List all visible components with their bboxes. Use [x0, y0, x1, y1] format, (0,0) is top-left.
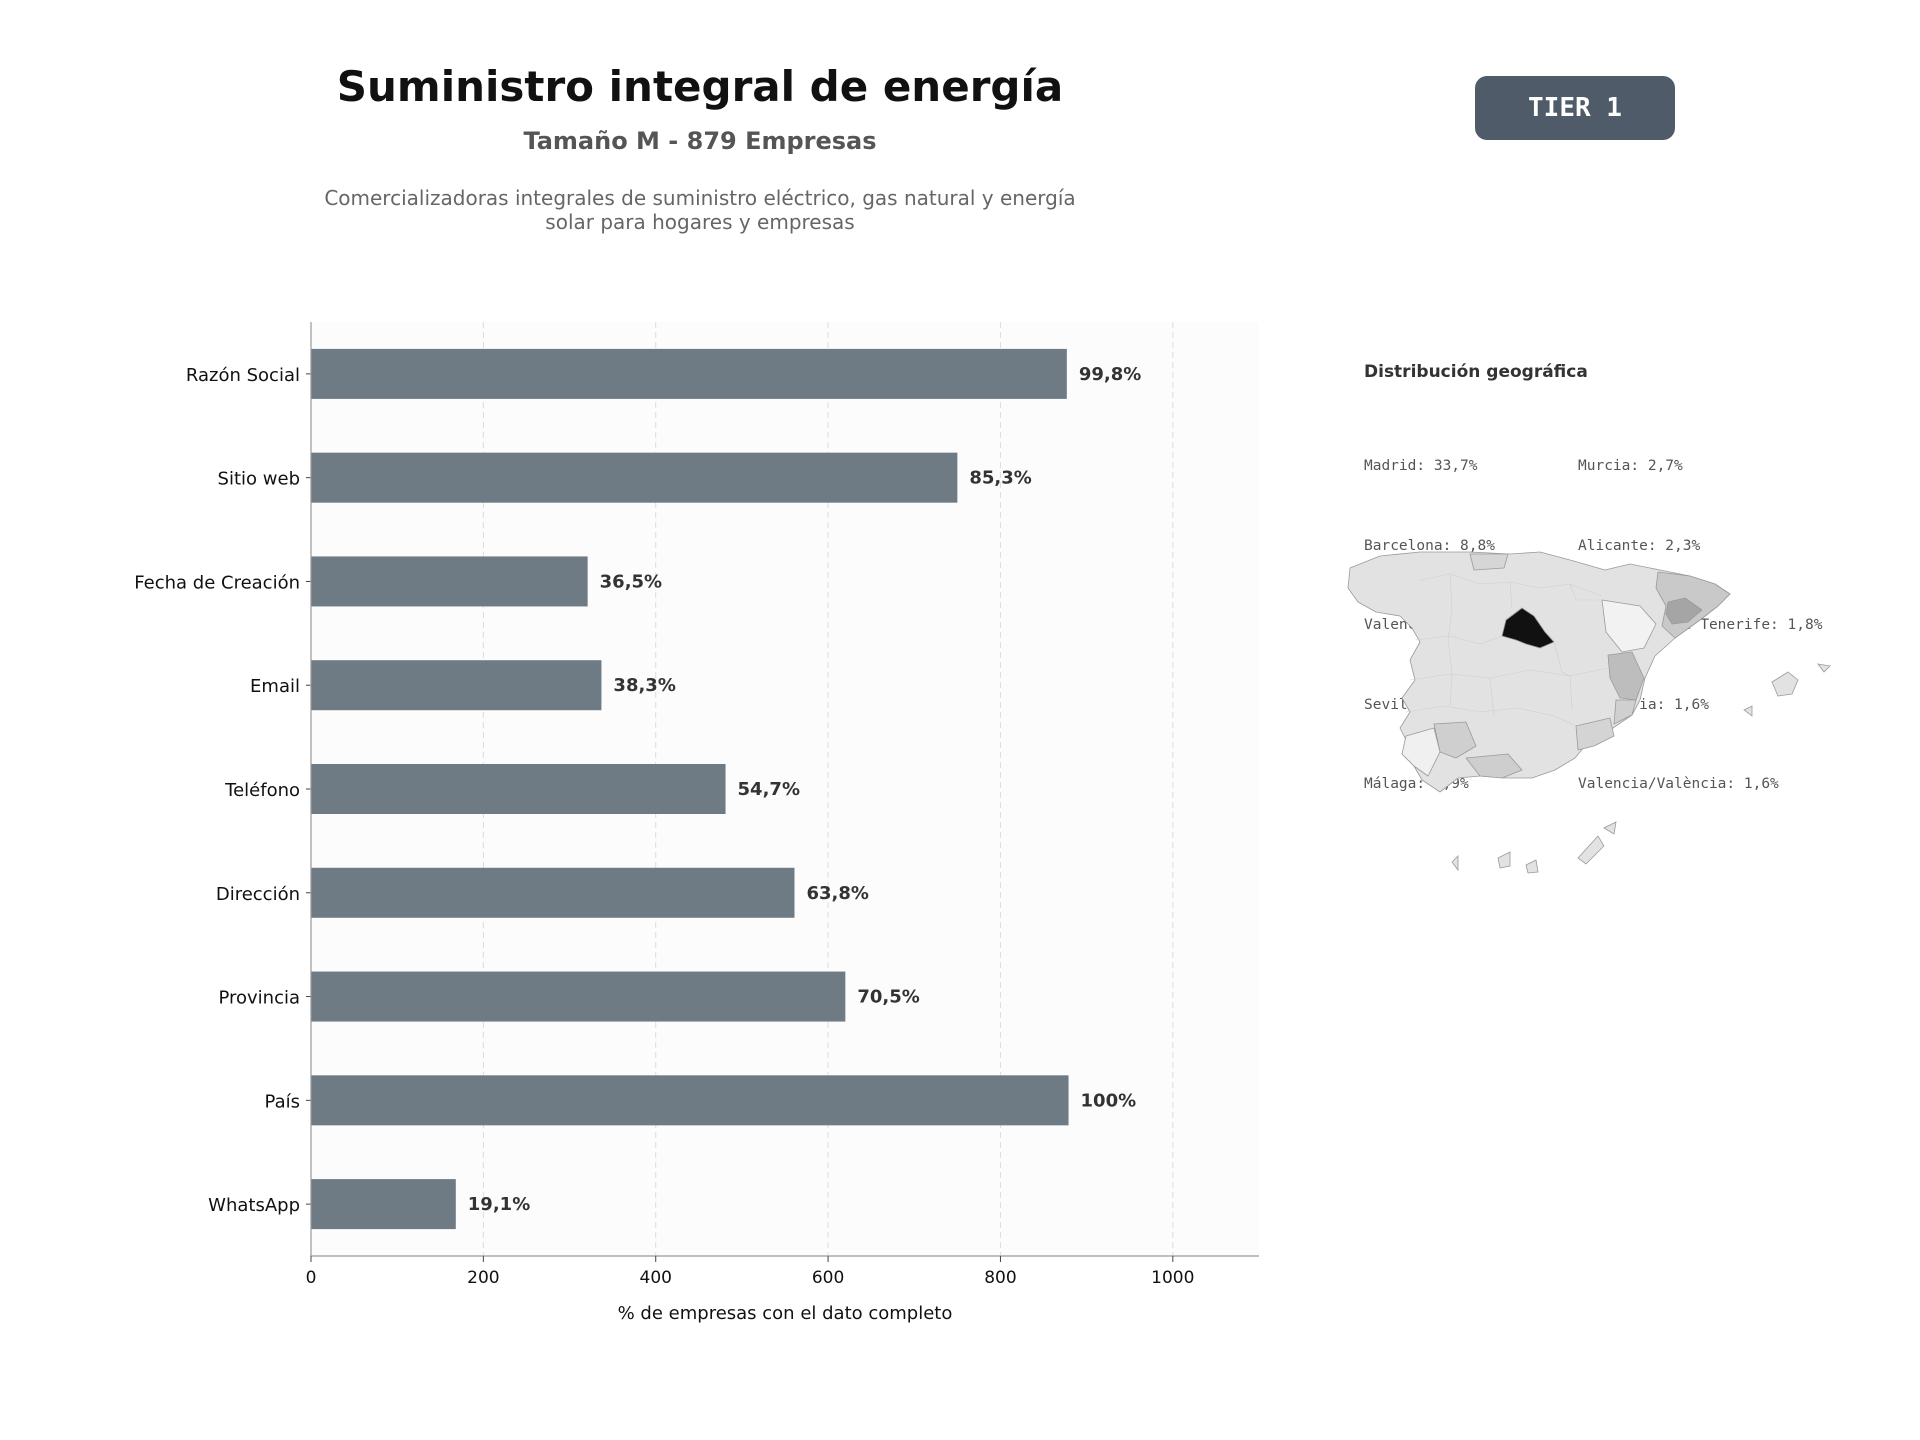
geo-item: Barcelona: 8,8% [1364, 537, 1495, 554]
spain-choropleth-map [1347, 551, 1831, 874]
data-label: 70,5% [857, 987, 919, 1008]
map-canary-lanzarote [1603, 821, 1617, 835]
bar [311, 867, 795, 918]
page-subtitle: Tamaño M - 879 Empresas [523, 127, 877, 155]
category-label: Dirección [216, 884, 300, 905]
map-region-barcelona [1665, 597, 1703, 625]
data-label: 54,7% [738, 779, 800, 800]
data-label: 99,8% [1079, 364, 1141, 385]
map-canary-la-palma [1451, 855, 1459, 872]
category-label: Sitio web [218, 469, 300, 490]
map-canary-tenerife [1497, 851, 1511, 869]
x-tick-label: 200 [467, 1268, 499, 1288]
bar [311, 1179, 456, 1230]
category-label: Teléfono [224, 780, 300, 801]
geo-item: Madrid: 33,7% [1364, 458, 1478, 474]
map-region-aragon [1601, 599, 1657, 653]
map-canary-gran-canaria [1525, 859, 1539, 874]
map-region-murcia [1575, 717, 1615, 751]
geo-distribution-title: Distribución geográfica [1364, 362, 1588, 382]
category-label: Fecha de Creación [134, 572, 300, 593]
x-tick-label: 800 [984, 1268, 1016, 1288]
category-label: Email [250, 676, 300, 697]
bar [311, 1075, 1069, 1126]
category-label: Provincia [218, 988, 300, 1009]
map-balearic-ibiza [1743, 705, 1753, 717]
bar [311, 556, 588, 607]
category-label: Razón Social [186, 365, 300, 386]
geo-item: Murcia: 2,7% [1578, 458, 1683, 474]
bar [311, 764, 726, 814]
data-label: 63,8% [806, 883, 868, 904]
bar [311, 452, 958, 503]
page-description: Comercializadoras integrales de suminist… [324, 186, 1076, 234]
map-balearic-mallorca [1771, 671, 1799, 697]
data-label: 36,5% [600, 571, 662, 592]
map-region-cantabria [1469, 553, 1509, 571]
data-label: 38,3% [613, 675, 675, 696]
map-canary-fuerteventura [1577, 835, 1605, 865]
tier-badge: TIER 1 [1475, 76, 1675, 140]
category-label: WhatsApp [208, 1195, 300, 1216]
data-label: 19,1% [468, 1194, 530, 1215]
x-axis-label: % de empresas con el dato completo [618, 1303, 953, 1324]
x-tick-label: 600 [812, 1268, 844, 1288]
page-title: Suministro integral de energía [336, 62, 1064, 111]
x-tick-label: 400 [640, 1268, 672, 1288]
map-balearic-menorca [1817, 663, 1831, 673]
data-label: 100% [1081, 1090, 1137, 1111]
map-region-alicante [1613, 699, 1637, 725]
x-tick-label: 0 [306, 1268, 317, 1288]
bar [311, 971, 846, 1022]
category-label: País [265, 1091, 300, 1112]
data-label: 85,3% [969, 468, 1031, 489]
bar [311, 348, 1067, 399]
map-region-malaga [1465, 753, 1523, 779]
map-region-huelva [1401, 727, 1441, 777]
bar-chart: 99,8% Razón Social 85,3% Sitio web 36,5% Fech… [134, 322, 1259, 1324]
x-tick-label: 1000 [1151, 1268, 1194, 1288]
bar [311, 660, 602, 711]
geo-item: Valencia/València: 1,6% [1578, 776, 1779, 792]
geo-item: Alicante: 2,3% [1578, 537, 1701, 554]
map-region-madrid [1501, 607, 1555, 649]
